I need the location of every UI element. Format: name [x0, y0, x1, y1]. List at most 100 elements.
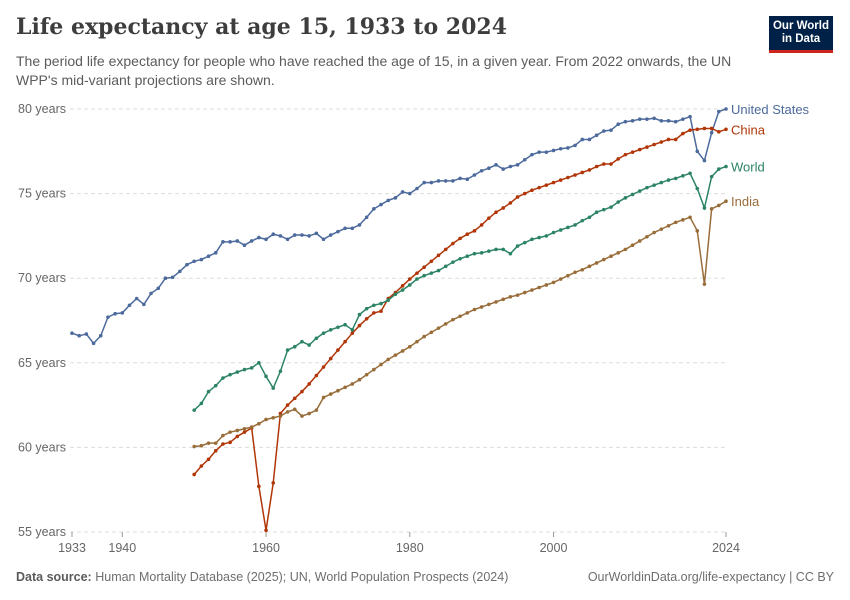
- y-tick-label: 80 years: [18, 102, 66, 116]
- data-point: [364, 317, 369, 321]
- data-point: [278, 234, 283, 238]
- data-point: [508, 295, 513, 299]
- data-point: [530, 152, 534, 157]
- data-point: [465, 254, 470, 259]
- data-point: [558, 146, 563, 151]
- data-point: [709, 126, 714, 131]
- data-point: [199, 464, 204, 468]
- data-point: [630, 119, 635, 123]
- series-label: China: [731, 122, 766, 137]
- data-point: [602, 207, 606, 212]
- data-point: [443, 322, 448, 326]
- data-point: [522, 191, 527, 196]
- data-point: [479, 251, 484, 255]
- data-source-label: Data source:: [16, 570, 92, 584]
- data-point: [673, 176, 678, 181]
- data-point: [257, 235, 261, 240]
- data-point: [242, 367, 247, 372]
- data-point: [537, 185, 541, 190]
- data-point: [221, 433, 225, 438]
- data-point: [271, 232, 276, 237]
- data-point: [350, 328, 355, 332]
- data-point: [472, 229, 477, 233]
- data-point: [163, 276, 168, 281]
- data-point: [702, 282, 707, 286]
- x-tick-label: 2000: [540, 541, 568, 555]
- data-point: [235, 428, 240, 433]
- data-point: [407, 191, 412, 196]
- logo-line-1: Our World: [772, 20, 829, 32]
- data-point: [328, 233, 333, 237]
- data-point: [544, 283, 549, 287]
- data-point: [393, 292, 398, 297]
- data-point: [594, 210, 599, 215]
- data-point: [479, 305, 484, 309]
- y-tick-label: 75 years: [18, 187, 66, 201]
- data-point: [336, 229, 340, 234]
- data-point: [494, 300, 498, 304]
- data-point: [379, 362, 383, 367]
- data-point: [695, 127, 700, 132]
- data-point: [479, 168, 484, 173]
- data-point: [451, 260, 455, 264]
- data-point: [336, 348, 340, 352]
- data-point: [623, 152, 628, 157]
- data-point: [580, 218, 585, 223]
- data-point: [580, 267, 585, 272]
- data-point: [328, 356, 333, 361]
- data-point: [386, 298, 391, 302]
- data-point: [681, 117, 685, 121]
- x-tick-label: 2024: [712, 541, 740, 555]
- data-point: [458, 314, 462, 319]
- logo-line-2: in Data: [781, 33, 821, 45]
- data-point: [292, 344, 297, 349]
- data-point: [681, 174, 685, 178]
- data-point: [573, 270, 577, 275]
- data-source: Data source: Human Mortality Database (2…: [16, 570, 508, 584]
- data-point: [717, 130, 721, 134]
- chart-subtitle: The period life expectancy for people wh…: [16, 53, 732, 88]
- data-point: [673, 119, 678, 124]
- data-point: [501, 247, 506, 252]
- data-point: [666, 223, 671, 228]
- data-point: [77, 333, 81, 338]
- data-point: [314, 408, 319, 412]
- data-point: [652, 142, 656, 147]
- data-point: [149, 291, 153, 296]
- data-point: [156, 286, 161, 291]
- data-point: [350, 331, 355, 335]
- data-point: [271, 386, 276, 390]
- data-point: [307, 343, 311, 347]
- data-point: [343, 226, 347, 231]
- data-point: [681, 131, 685, 136]
- credit-link[interactable]: OurWorldinData.org/life-expectancy | CC …: [587, 570, 834, 584]
- data-point: [257, 361, 261, 365]
- data-point: [321, 237, 326, 242]
- data-point: [228, 240, 232, 244]
- data-source-text[interactable]: Human Mortality Database (2025); UN, Wor…: [95, 570, 509, 584]
- data-point: [113, 311, 117, 316]
- data-point: [623, 119, 628, 124]
- data-point: [587, 168, 592, 172]
- data-point: [228, 372, 232, 377]
- data-point: [192, 259, 196, 264]
- data-point: [328, 328, 333, 332]
- data-point: [551, 180, 556, 185]
- data-point: [134, 296, 139, 301]
- data-point: [357, 312, 362, 317]
- data-point: [544, 150, 549, 154]
- data-point: [407, 277, 412, 281]
- data-point: [443, 179, 448, 183]
- data-point: [724, 127, 728, 132]
- data-point: [623, 196, 628, 200]
- data-point: [400, 288, 405, 292]
- data-point: [235, 434, 240, 439]
- data-point: [673, 220, 678, 225]
- data-point: [307, 382, 311, 386]
- data-point: [300, 414, 304, 418]
- data-point: [264, 237, 268, 242]
- data-point: [508, 251, 513, 256]
- data-point: [386, 198, 391, 203]
- data-point: [616, 200, 620, 204]
- owid-logo[interactable]: Our World in Data: [769, 16, 833, 53]
